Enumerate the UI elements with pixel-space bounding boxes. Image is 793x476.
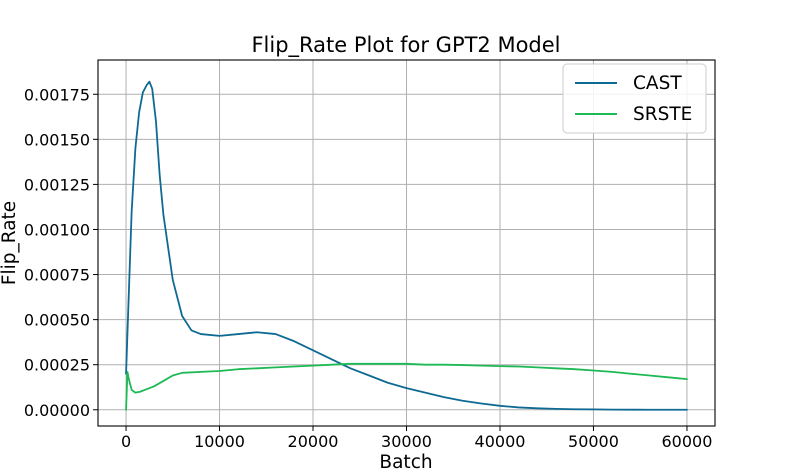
x-tick-label: 0 [121, 432, 131, 451]
y-tick-label: 0.00175 [24, 85, 90, 104]
x-tick-label: 30000 [381, 432, 432, 451]
x-tick-label: 60000 [662, 432, 713, 451]
y-tick-label: 0.00025 [24, 356, 90, 375]
y-tick-label: 0.00000 [24, 401, 90, 420]
series-line-cast [125, 80, 688, 411]
y-tick-label: 0.00125 [24, 175, 90, 194]
y-tick-label: 0.00075 [24, 266, 90, 285]
x-tick-label: 10000 [194, 432, 245, 451]
legend-srste-label: SRSTE [633, 104, 692, 125]
series-line-srste [125, 362, 688, 411]
legend-cast-label: CAST [633, 73, 682, 94]
x-tick-label: 40000 [475, 432, 526, 451]
x-tick-label: 20000 [288, 432, 339, 451]
x-tick-label: 50000 [568, 432, 619, 451]
axis-ticks: 0 10000 20000 30000 40000 50000 60000 0.00000 0.… [24, 85, 713, 451]
y-tick-label: 0.00100 [24, 220, 90, 239]
x-axis-label: Batch [379, 452, 432, 473]
series-lines [125, 80, 688, 411]
chart-title: Flip_Rate Plot for GPT2 Model [251, 33, 560, 58]
y-axis-label: Flip_Rate [0, 201, 20, 285]
legend-box [562, 63, 707, 134]
y-tick-label: 0.00050 [24, 311, 90, 330]
y-tick-label: 0.00150 [24, 130, 90, 149]
legend: CAST SRSTE [562, 63, 707, 134]
